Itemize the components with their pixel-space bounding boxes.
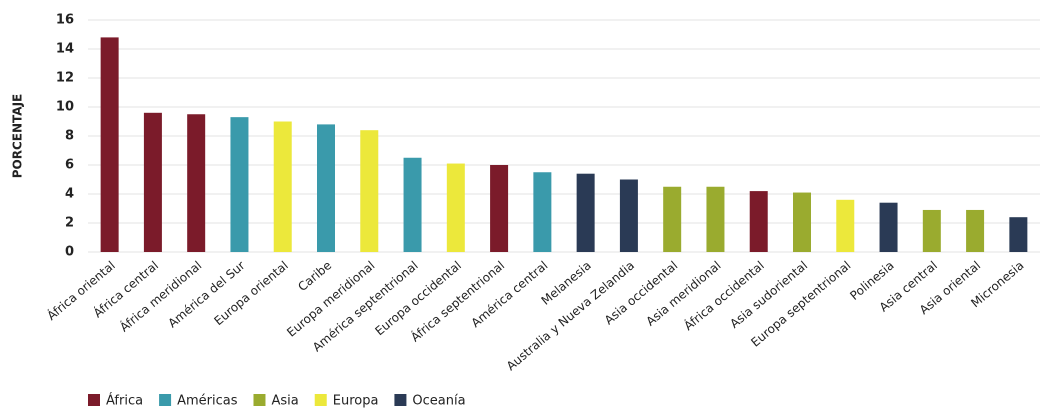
legend-swatch	[394, 394, 407, 406]
y-tick-label: 4	[65, 187, 74, 202]
bar	[143, 112, 162, 252]
y-axis-label: PORCENTAJE	[11, 94, 25, 179]
legend-label: Asia	[271, 394, 298, 409]
bar	[793, 192, 811, 252]
y-tick-label: 10	[56, 100, 74, 115]
y-tick-label: 6	[65, 158, 74, 173]
legend-swatch	[314, 394, 327, 406]
bar	[533, 172, 552, 252]
x-tick-label: Caribe	[295, 258, 334, 294]
bar	[230, 117, 249, 253]
bar	[100, 37, 119, 253]
bar	[749, 191, 768, 252]
bar	[317, 124, 335, 252]
bar	[879, 202, 898, 252]
y-tick-label: 12	[56, 71, 74, 86]
bar	[273, 121, 292, 252]
legend-swatch	[253, 394, 266, 406]
bar	[663, 186, 682, 252]
bar	[836, 199, 855, 252]
bar	[490, 165, 509, 252]
legend-label: Oceanía	[412, 394, 465, 409]
x-tick-label: Europa oriental	[211, 258, 290, 328]
legend-label: Europa	[333, 394, 379, 409]
x-tick-label: Asia sudoriental	[727, 258, 810, 331]
x-tick-label: Asia meridional	[643, 258, 723, 328]
y-tick-label: 16	[56, 13, 74, 28]
bar	[706, 186, 725, 252]
bar	[619, 179, 638, 252]
legend-label: África	[106, 393, 143, 409]
x-tick-label: América central	[469, 258, 551, 330]
legend-label: Américas	[177, 394, 238, 409]
bar	[360, 130, 379, 252]
y-tick-label: 2	[65, 216, 74, 231]
y-tick-label: 14	[56, 42, 74, 57]
x-tick-label: América del Sur	[165, 258, 247, 330]
y-tick-label: 8	[65, 129, 74, 144]
bar	[576, 173, 595, 252]
x-tick-label: Asia occidental	[602, 258, 681, 327]
legend-swatch	[88, 394, 100, 406]
bar	[922, 209, 941, 252]
bar	[187, 114, 206, 252]
bar	[966, 209, 985, 252]
x-tick-label: África occidental	[681, 257, 767, 333]
bar	[446, 163, 465, 252]
bar	[1009, 217, 1028, 252]
legend-swatch	[159, 394, 172, 406]
y-tick-label: 0	[65, 245, 74, 260]
bar	[403, 157, 422, 252]
